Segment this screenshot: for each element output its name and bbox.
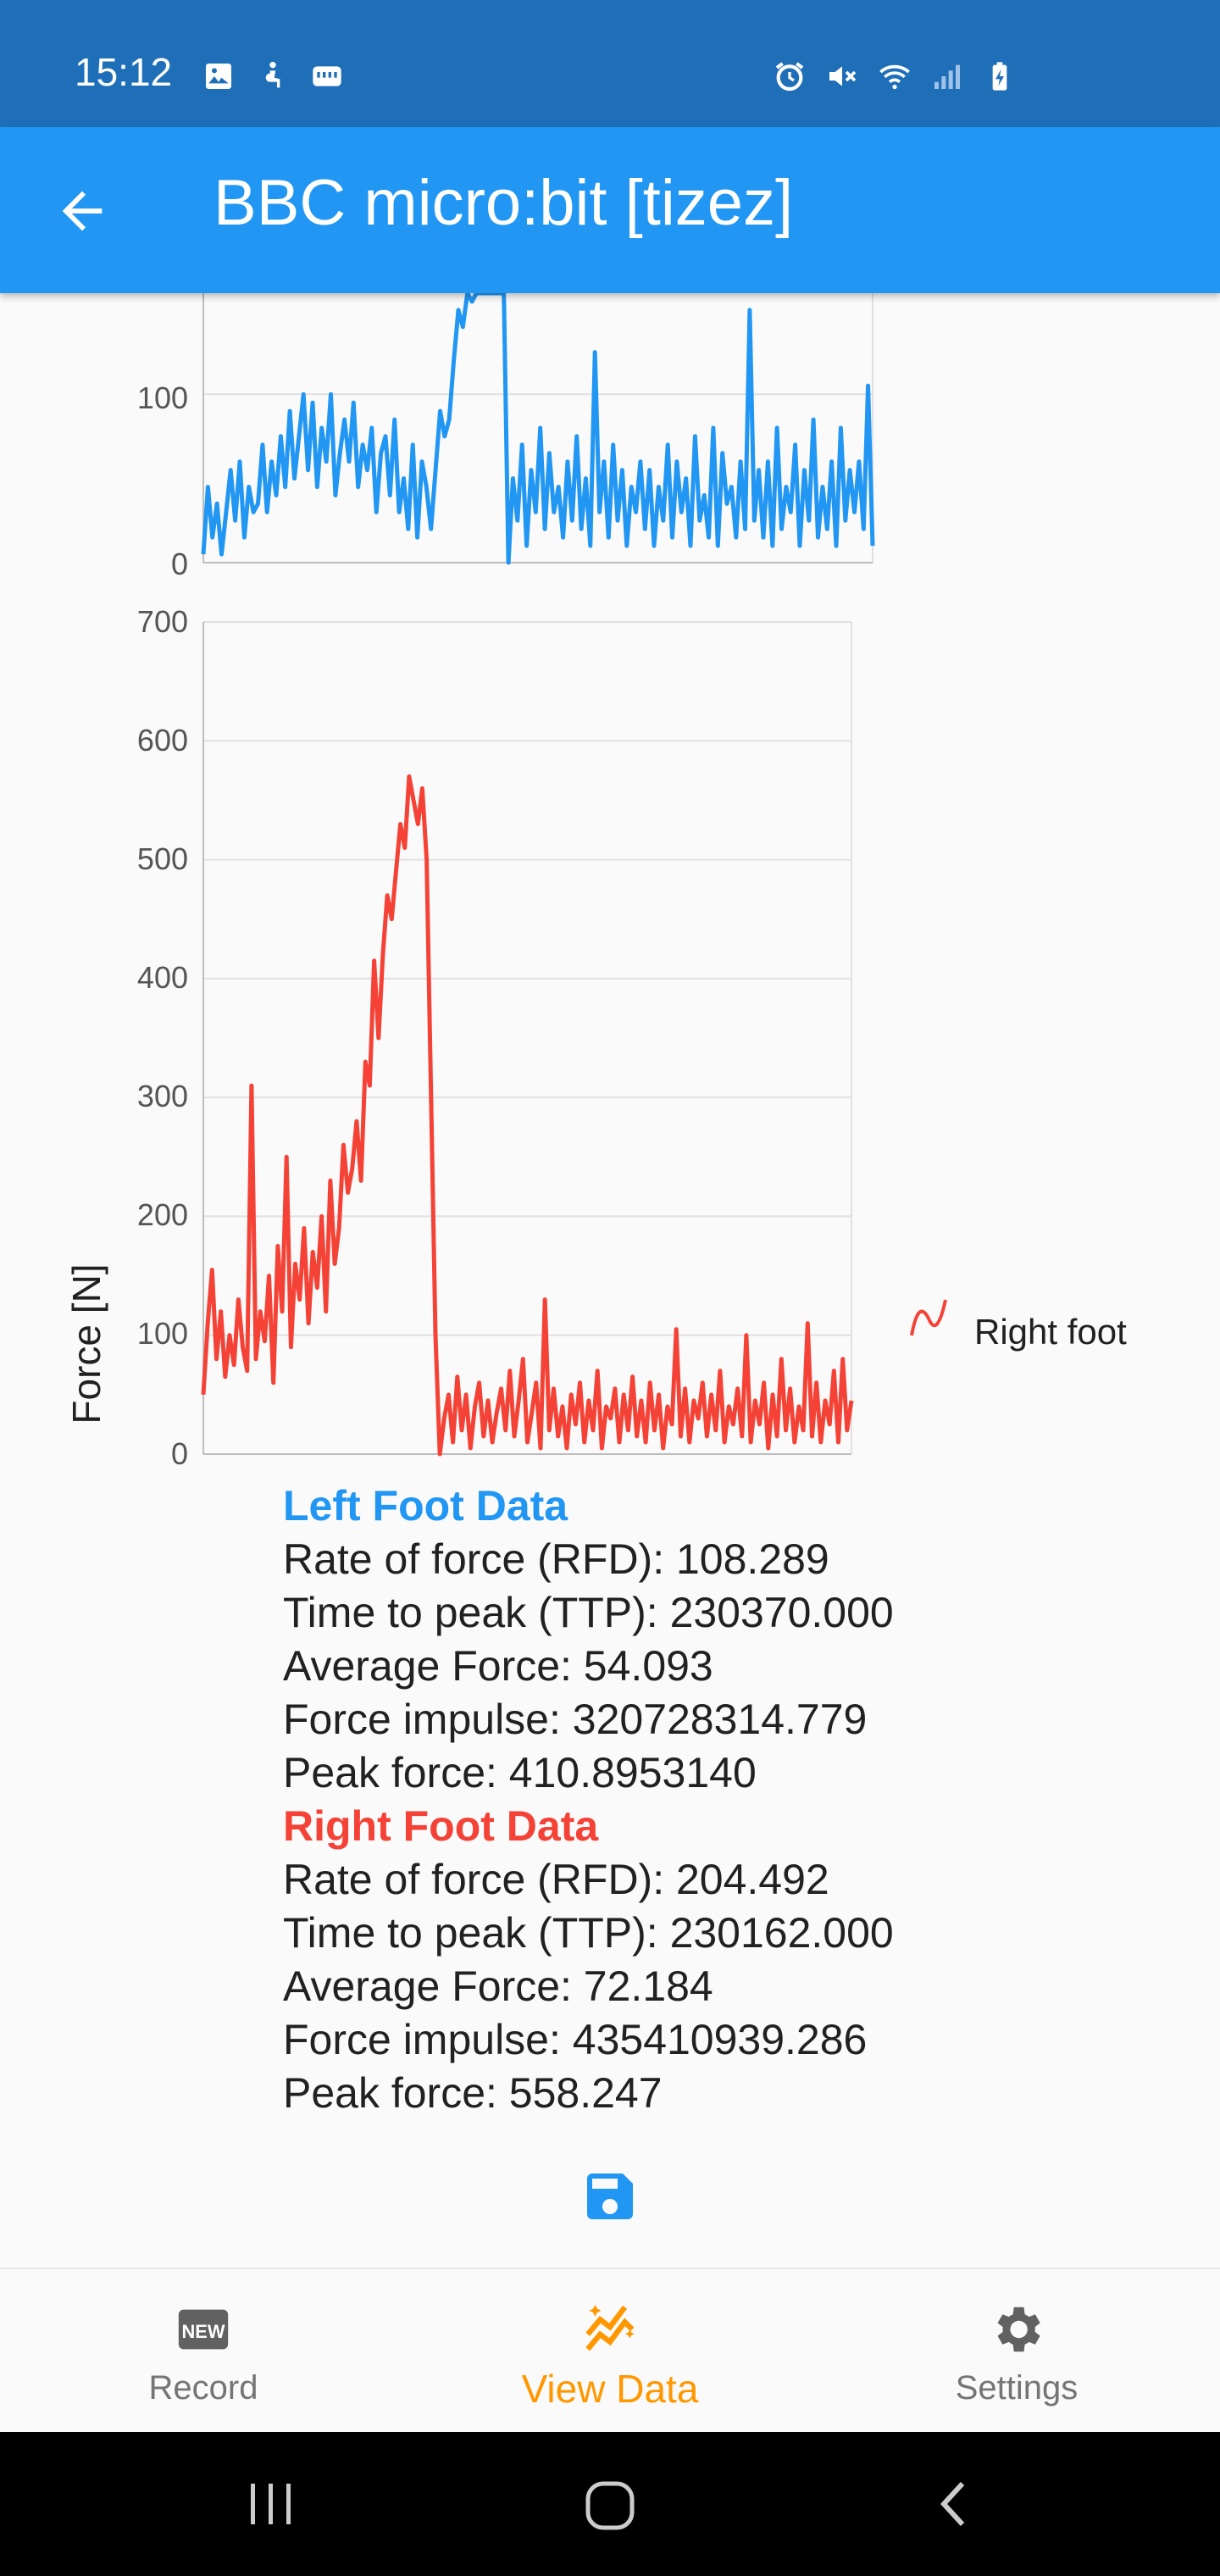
left-average-force: Average Force: 54.093 <box>283 1642 713 1690</box>
nav-label-settings: Settings <box>955 2369 1079 2407</box>
accessibility-icon <box>265 62 280 88</box>
chart-sparkle-icon <box>585 2304 635 2351</box>
left-chart-y-ticks: 100 0 <box>137 380 188 581</box>
left-foot-series-line <box>201 293 875 565</box>
left-foot-chart: 100 0 <box>137 293 875 581</box>
y-tick-label: 700 <box>137 604 188 639</box>
alarm-icon <box>775 62 804 92</box>
y-tick-label: 600 <box>137 723 188 758</box>
storage-icon <box>313 66 341 86</box>
home-icon[interactable] <box>583 2479 637 2533</box>
right-force-impulse: Force impulse: 435410939.286 <box>283 2016 868 2063</box>
signal-icon <box>934 64 960 89</box>
back-nav-icon[interactable] <box>932 2479 974 2529</box>
nav-item-record[interactable]: NEW Record <box>0 2269 407 2434</box>
left-peak-force: Peak force: 410.8953140 <box>283 1749 757 1796</box>
right-foot-heading: Right Foot Data <box>283 1802 599 1850</box>
svg-text:NEW: NEW <box>182 2321 225 2342</box>
arrow-back-icon[interactable] <box>53 181 112 241</box>
chart-ylabel: Force [N] <box>64 1263 108 1424</box>
left-rfd: Rate of force (RFD): 108.289 <box>283 1535 829 1583</box>
right-foot-series-line <box>201 774 854 1457</box>
left-chart-series <box>201 293 875 565</box>
left-ttp: Time to peak (TTP): 230370.000 <box>283 1589 894 1636</box>
app-bar: BBC micro:bit [tizez] <box>0 127 1220 293</box>
left-force-impulse: Force impulse: 320728314.779 <box>283 1696 868 1743</box>
mute-icon <box>829 66 857 86</box>
y-tick-label: 400 <box>137 960 188 995</box>
nav-item-view-data[interactable]: View Data <box>407 2269 813 2434</box>
system-navigation-bar <box>0 2432 1220 2576</box>
y-tick-label: 0 <box>171 1436 188 1471</box>
y-tick-label: 200 <box>137 1197 188 1232</box>
save-icon[interactable] <box>580 2166 640 2227</box>
y-tick-label: 100 <box>137 1316 188 1351</box>
nav-label-record: Record <box>148 2369 258 2407</box>
chart-legend: Right foot <box>910 1299 1127 1352</box>
battery-charging-icon <box>992 62 1007 91</box>
legend-label: Right foot <box>974 1312 1127 1352</box>
right-rfd: Rate of force (RFD): 204.492 <box>283 1856 829 1903</box>
y-tick-label: 500 <box>137 841 188 876</box>
right-chart-y-ticks: 700 600 500 400 300 200 100 0 <box>137 604 188 1471</box>
status-icons-left <box>202 59 344 93</box>
right-peak-force: Peak force: 558.247 <box>283 2069 663 2117</box>
wifi-icon <box>879 64 910 90</box>
status-time: 15:12 <box>75 50 173 94</box>
image-icon <box>206 64 231 89</box>
right-average-force: Average Force: 72.184 <box>283 1963 713 2010</box>
status-bar: 15:12 <box>0 0 1220 127</box>
y-tick-label: 100 <box>137 380 188 415</box>
y-tick-label: 300 <box>137 1079 188 1113</box>
new-badge-icon: NEW <box>178 2309 229 2350</box>
nav-item-settings[interactable]: Settings <box>813 2269 1220 2434</box>
y-tick-label: 0 <box>171 547 188 581</box>
recent-apps-icon[interactable] <box>246 2479 297 2529</box>
bottom-navigation: NEW Record View Data Settings <box>0 2268 1220 2434</box>
right-chart-series <box>201 774 854 1457</box>
legend-line-icon <box>910 1299 947 1336</box>
right-ttp: Time to peak (TTP): 230162.000 <box>283 1909 894 1957</box>
left-chart-grid <box>202 293 873 564</box>
page-title: BBC micro:bit [tizez] <box>214 167 794 239</box>
right-foot-chart: Force [N] 700 600 500 400 300 200 100 0 … <box>64 604 1127 1471</box>
gear-icon <box>997 2307 1040 2352</box>
stats-panel: Left Foot Data Rate of force (RFD): 108.… <box>283 1480 1045 2120</box>
left-foot-heading: Left Foot Data <box>283 1482 568 1530</box>
status-icons-right <box>773 59 1017 93</box>
nav-label-view-data: View Data <box>521 2367 699 2411</box>
content-scroll-area[interactable]: 100 0 Force [N] 700 600 500 400 300 200 … <box>0 293 1220 2268</box>
right-chart-grid <box>202 621 852 1455</box>
